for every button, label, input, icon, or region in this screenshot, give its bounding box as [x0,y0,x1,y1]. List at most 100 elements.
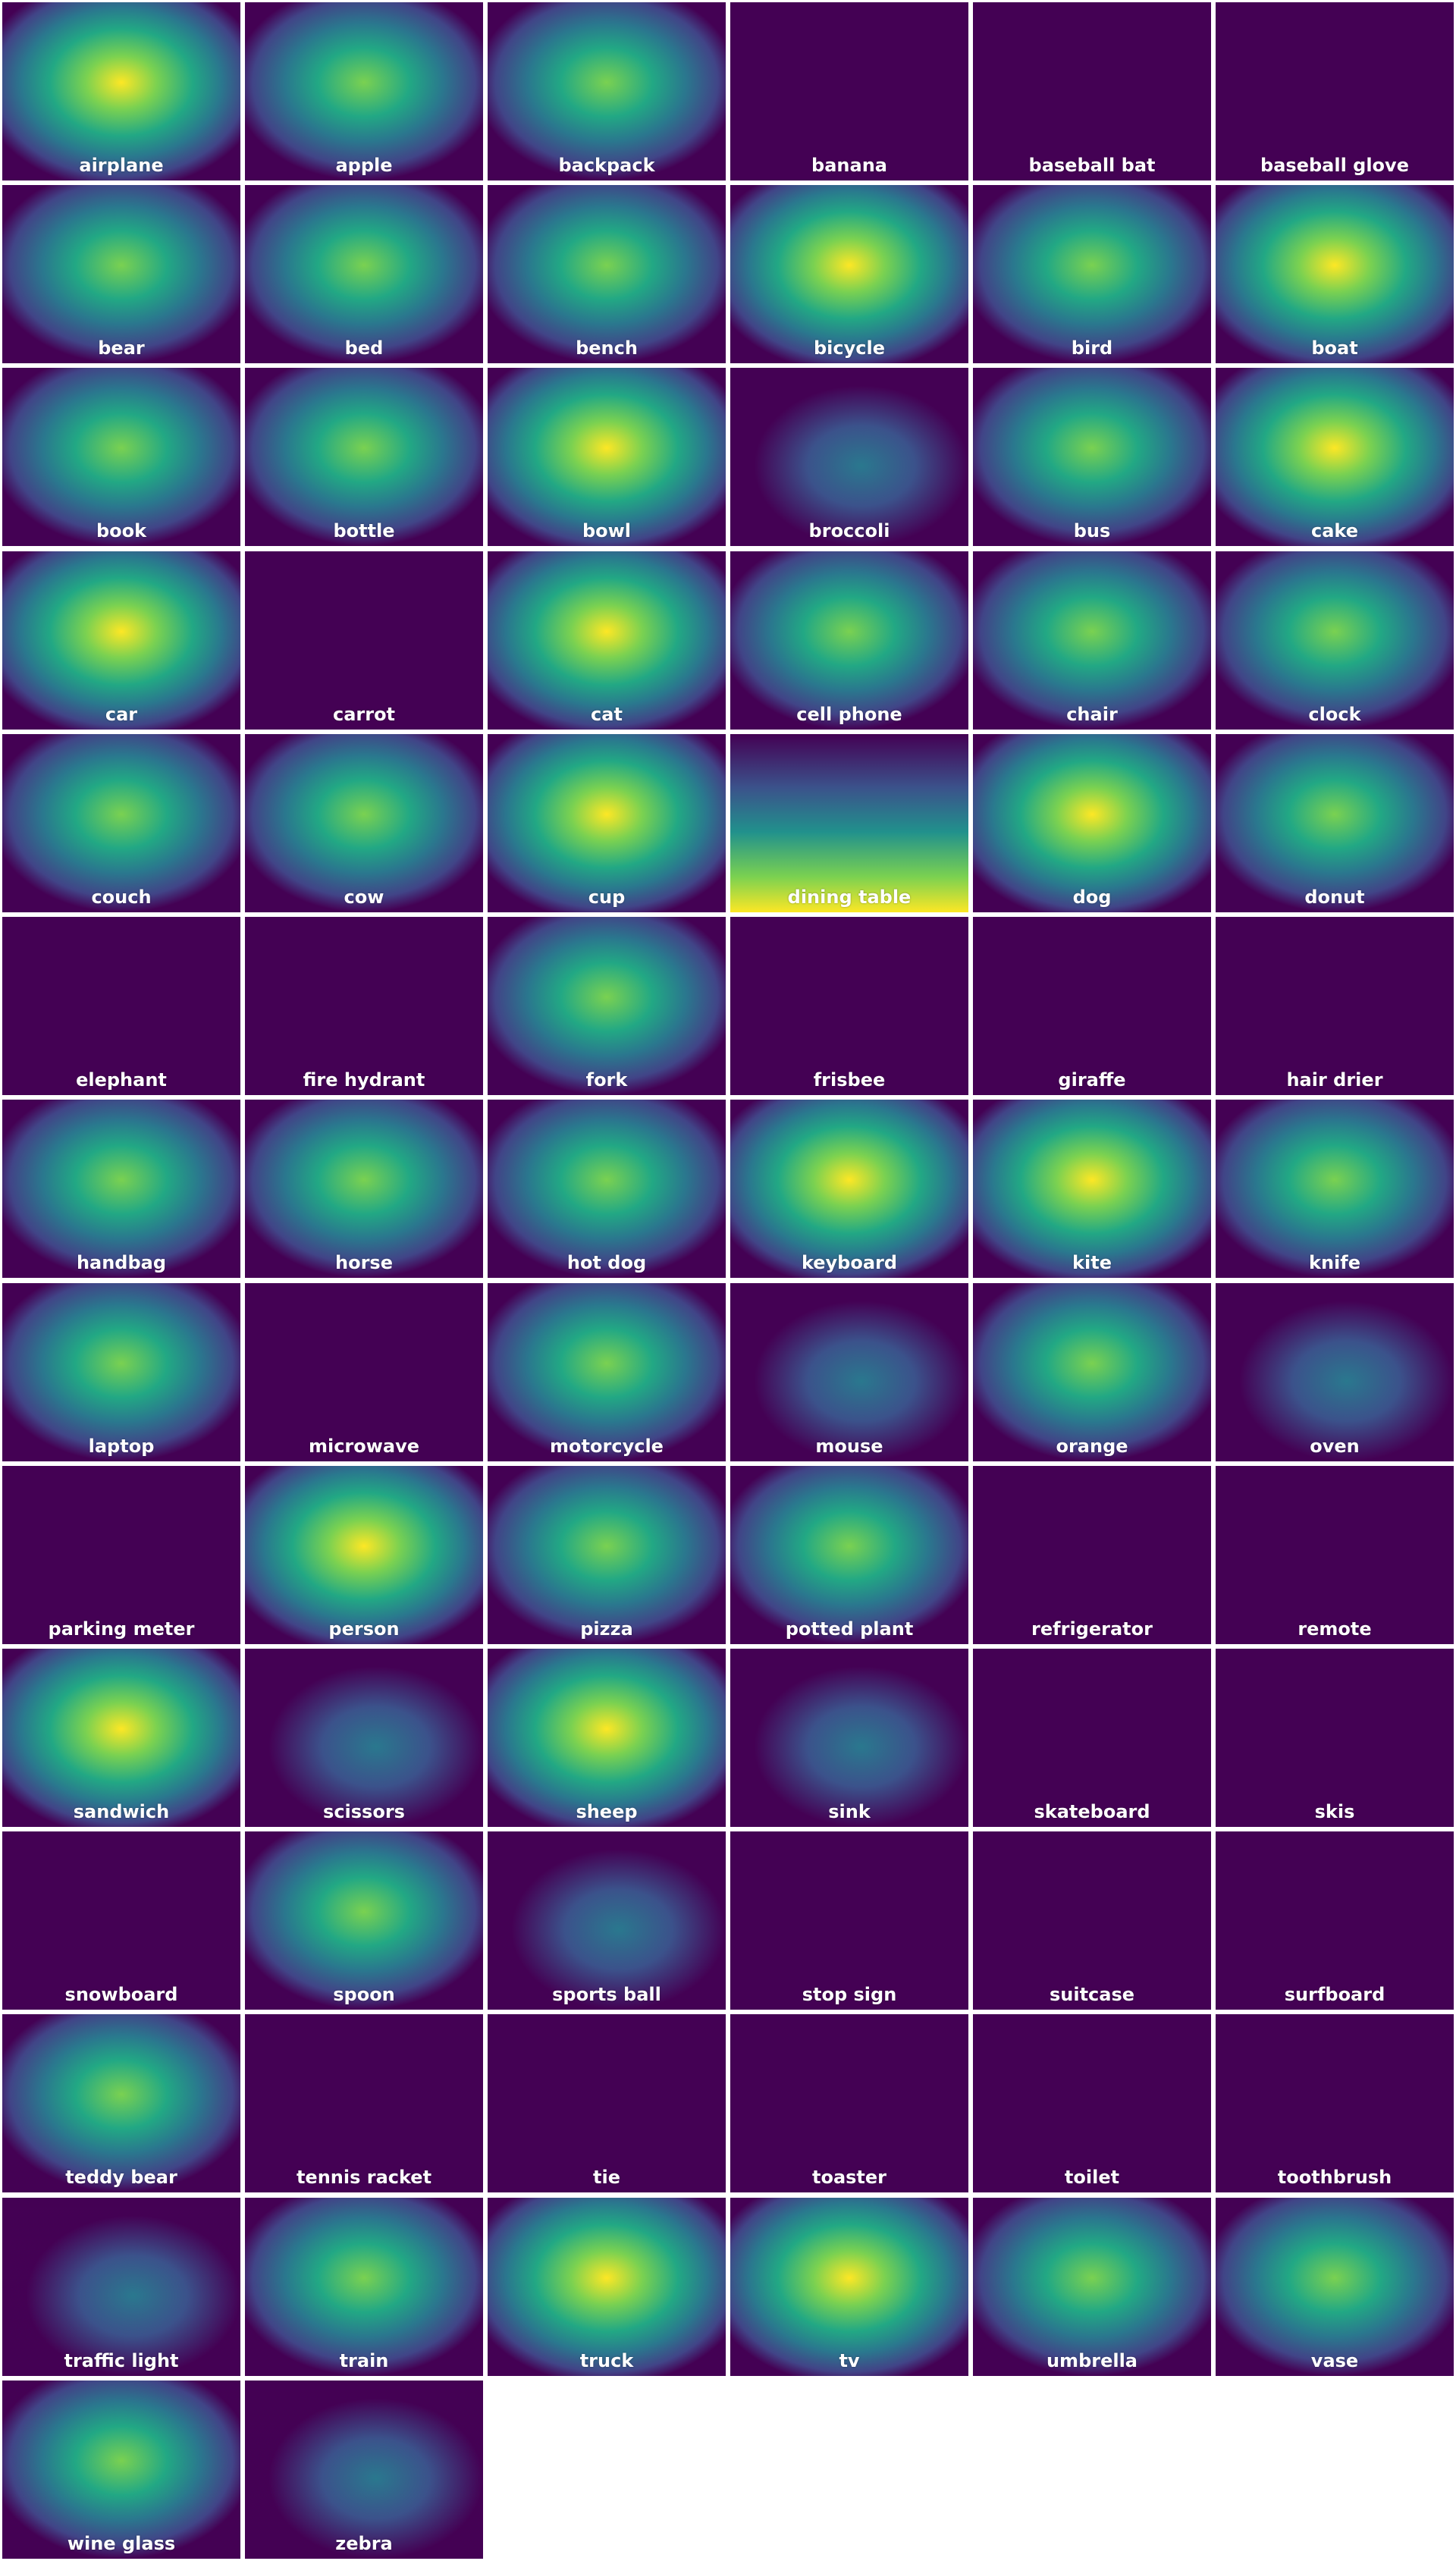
heatmap-tile: scissors [245,1648,483,1827]
tile-label: bed [344,337,384,359]
tile-label: sports ball [552,1984,661,2006]
tile-label: hot dog [566,1252,647,1274]
heatmap-tile: teddy bear [2,2014,240,2193]
heatmap-tile: knife [1216,1100,1454,1279]
heatmap-tile: dining table [730,733,968,912]
tile-label: bus [1073,520,1111,542]
tile-label: bowl [582,520,632,542]
tile-label: frisbee [813,1069,886,1091]
heatmap-tile: cup [488,733,726,912]
heatmap-tile: carrot [245,551,483,730]
heatmap-tile: cell phone [730,551,968,730]
heatmap-tile: cake [1216,368,1454,547]
tile-label: book [96,520,147,542]
tile-label: chair [1066,703,1118,725]
tile-label: wine glass [67,2532,176,2554]
tile-label: bottle [333,520,395,542]
tile-label: stop sign [802,1984,897,2006]
heatmap-tile: cow [245,733,483,912]
heatmap-tile: bottle [245,368,483,547]
tile-label: cell phone [796,703,902,725]
heatmap-tile: toothbrush [1216,2014,1454,2193]
tile-label: carrot [332,703,396,725]
tile-label: bird [1071,337,1113,359]
heatmap-tile: sink [730,1648,968,1827]
tile-label: umbrella [1046,2349,1138,2371]
heatmap-tile: broccoli [730,368,968,547]
tile-label: suitcase [1049,1984,1135,2006]
tile-label: fire hydrant [303,1069,425,1091]
heatmap-tile: dog [973,733,1211,912]
heatmap-tile: baseball glove [1216,2,1454,180]
tile-label: cake [1310,520,1358,542]
tile-label: refrigerator [1031,1618,1153,1640]
heatmap-tile: train [245,2197,483,2376]
heatmap-tile: parking meter [2,1465,240,1644]
heatmap-tile: tie [488,2014,726,2193]
tile-label: banana [811,155,887,176]
tile-label: tie [593,2167,620,2189]
heatmap-tile: umbrella [973,2197,1211,2376]
tile-label: fork [585,1069,628,1091]
tile-label: parking meter [48,1618,195,1640]
tile-label: pizza [580,1618,633,1640]
heatmap-tile: sports ball [488,1831,726,2010]
heatmap-tile: microwave [245,1282,483,1461]
tile-label: sheep [576,1800,638,1822]
tile-label: microwave [308,1435,420,1457]
tile-label: cup [588,886,626,908]
tile-label: sink [828,1800,871,1822]
heatmap-tile: kite [973,1100,1211,1279]
tile-label: laptop [88,1435,155,1457]
heatmap-tile: clock [1216,551,1454,730]
tile-label: train [339,2349,389,2371]
tile-label: bear [98,337,145,359]
heatmap-tile: car [2,551,240,730]
tile-label: hair drier [1286,1069,1383,1091]
tile-label: person [328,1618,400,1640]
tile-label: baseball bat [1028,155,1156,176]
tile-label: toaster [811,2167,887,2189]
heatmap-tile: skis [1216,1648,1454,1827]
heatmap-tile: chair [973,551,1211,730]
tile-label: sandwich [73,1800,170,1822]
heatmap-tile: tv [730,2197,968,2376]
heatmap-tile: boat [1216,185,1454,364]
tile-label: snowboard [64,1984,178,2006]
tile-label: potted plant [785,1618,914,1640]
tile-label: mouse [815,1435,883,1457]
tile-label: scissors [323,1800,405,1822]
tile-label: clock [1308,703,1361,725]
heatmap-tile: wine glass [2,2380,240,2559]
tile-label: boat [1311,337,1358,359]
heatmap-tile: sheep [488,1648,726,1827]
heatmap-tile: frisbee [730,917,968,1096]
tile-label: broccoli [808,520,890,542]
tile-label: cow [344,886,384,908]
heatmap-tile: bear [2,185,240,364]
tile-label: traffic light [64,2349,179,2371]
tile-label: knife [1309,1252,1360,1274]
heatmap-tile: oven [1216,1282,1454,1461]
heatmap-tile: snowboard [2,1831,240,2010]
heatmap-tile: mouse [730,1282,968,1461]
tile-label: car [105,703,138,725]
heatmap-tile: laptop [2,1282,240,1461]
heatmap-tile: banana [730,2,968,180]
tile-label: horse [335,1252,393,1274]
heatmap-tile: stop sign [730,1831,968,2010]
heatmap-tile: bed [245,185,483,364]
heatmap-tile: remote [1216,1465,1454,1644]
heatmap-tile: truck [488,2197,726,2376]
heatmap-tile: bus [973,368,1211,547]
heatmap-tile: orange [973,1282,1211,1461]
heatmap-tile: vase [1216,2197,1454,2376]
heatmap-tile: bench [488,185,726,364]
heatmap-tile: sandwich [2,1648,240,1827]
tile-label: vase [1310,2349,1359,2371]
heatmap-tile: toilet [973,2014,1211,2193]
tile-label: bench [576,337,638,359]
tile-label: skis [1314,1800,1355,1822]
heatmap-tile: giraffe [973,917,1211,1096]
